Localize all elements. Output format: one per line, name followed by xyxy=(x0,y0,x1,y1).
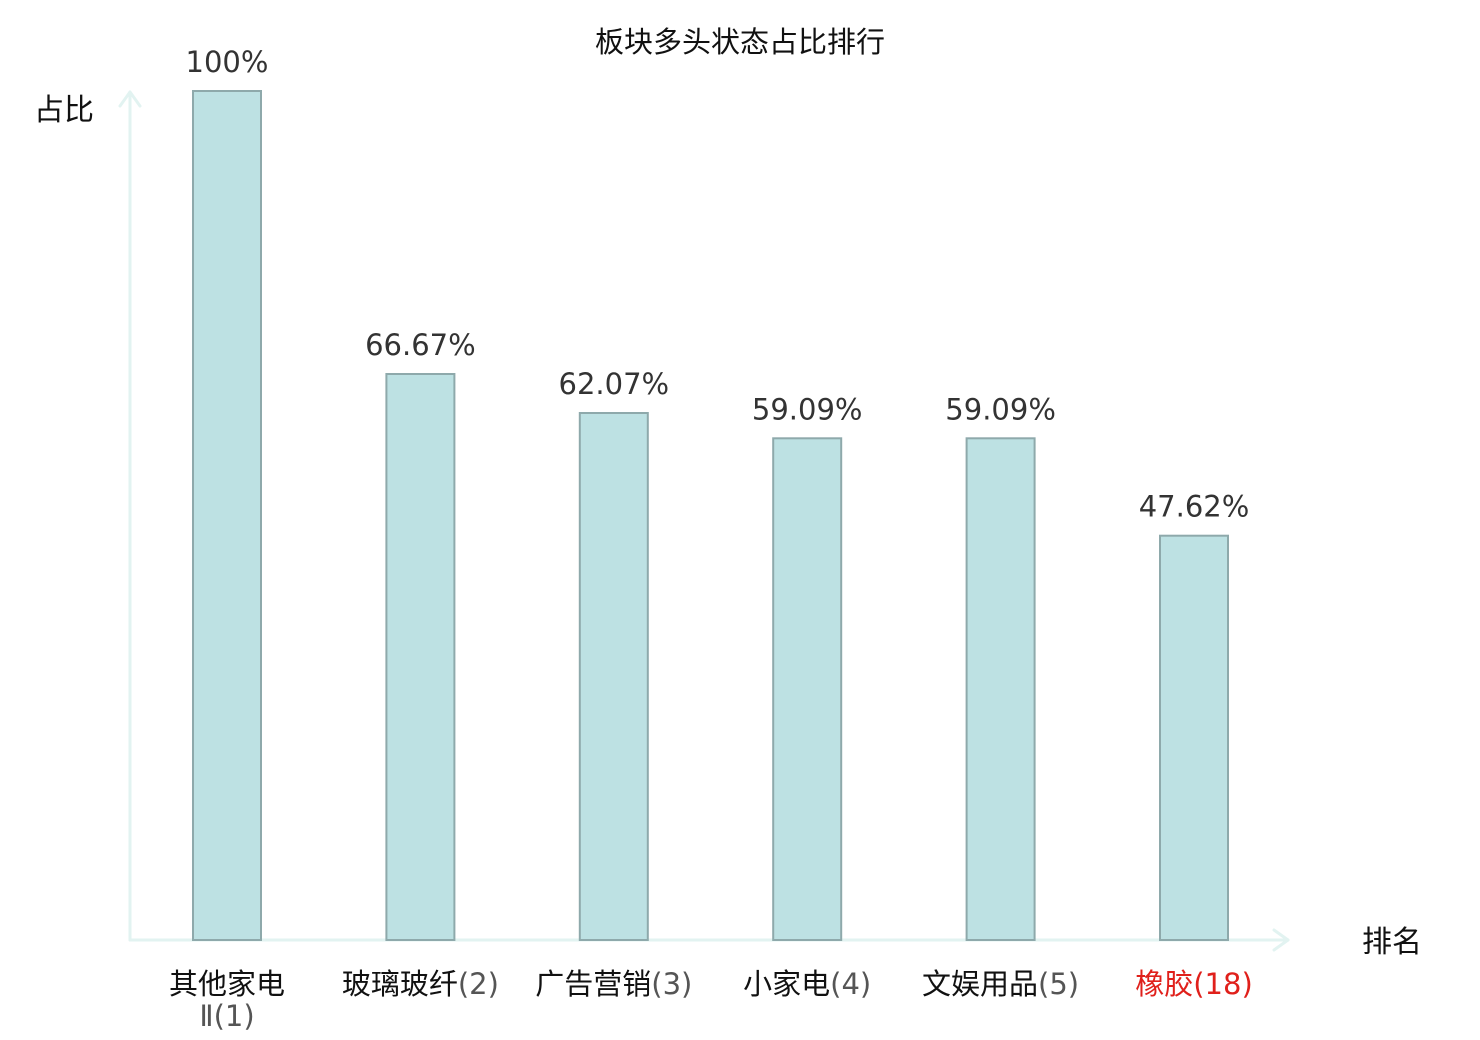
chart-title: 板块多头状态占比排行 xyxy=(595,25,885,59)
bar-value-label: 62.07% xyxy=(559,367,670,401)
bar-value-label: 59.09% xyxy=(945,392,1056,426)
x-tick-category-name-cont: Ⅱ xyxy=(199,999,213,1033)
x-tick-category-name: 其他家电 xyxy=(169,967,285,1001)
bar xyxy=(192,90,262,941)
bar-value-label: 59.09% xyxy=(752,392,863,426)
bar xyxy=(578,412,649,941)
x-tick-label: 橡胶(18) xyxy=(1135,967,1253,1001)
x-tick-label: 玻璃玻纤(2) xyxy=(342,967,499,1001)
value-labels-group: 100% 66.67% 62.07% 59.09% 59.09% 47.62% xyxy=(186,45,1250,524)
bars-group xyxy=(192,90,1229,941)
x-tick-label: 其他家电 xyxy=(169,967,285,1001)
x-tick-rank: (3) xyxy=(651,967,692,1001)
x-axis-title: 排名 xyxy=(1362,925,1422,960)
axes xyxy=(118,90,1290,952)
x-tick-rank: (1) xyxy=(214,999,255,1033)
x-tick-category-name: 广告营销 xyxy=(535,967,651,1001)
bar xyxy=(1159,534,1229,941)
x-tick-label-line2: Ⅱ(1) xyxy=(199,999,254,1033)
x-tick-rank: (4) xyxy=(830,967,871,1001)
y-axis-title: 占比 xyxy=(34,93,94,128)
bar-value-label: 47.62% xyxy=(1139,490,1250,524)
x-tick-label: 文娱用品(5) xyxy=(922,967,1079,1001)
x-tick-label: 小家电(4) xyxy=(743,967,871,1001)
x-tick-rank: (2) xyxy=(458,967,499,1001)
x-tick-category-name: 小家电 xyxy=(743,967,830,1001)
bar-value-label: 100% xyxy=(186,45,269,79)
x-axis-arrow-icon xyxy=(1272,928,1290,952)
x-tick-rank: (5) xyxy=(1038,967,1079,1001)
x-tick-category-name: 橡胶 xyxy=(1135,967,1193,1001)
x-tick-category-name: 文娱用品 xyxy=(922,967,1038,1001)
x-tick-rank: (18) xyxy=(1193,967,1253,1001)
y-axis-arrow-icon xyxy=(118,90,142,108)
bar xyxy=(772,437,843,941)
bar xyxy=(385,373,456,941)
bar-value-label: 66.67% xyxy=(365,328,476,362)
bar xyxy=(965,437,1036,941)
x-tick-label: 广告营销(3) xyxy=(535,967,692,1001)
x-tick-category-name: 玻璃玻纤 xyxy=(342,967,458,1001)
